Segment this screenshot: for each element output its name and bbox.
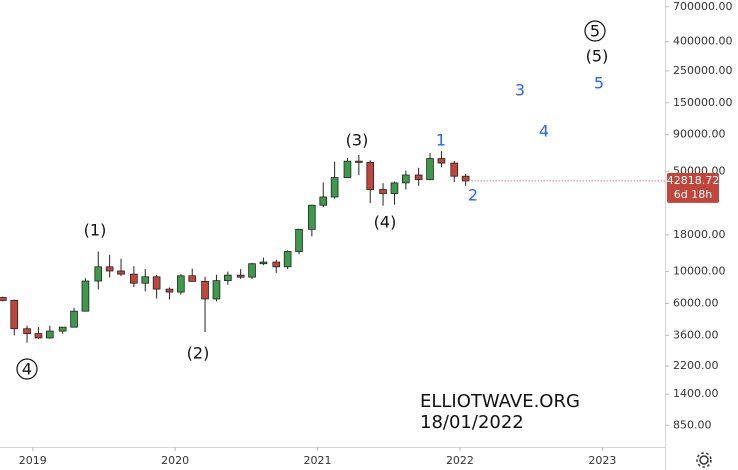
candle-body: [259, 261, 268, 265]
watermark: ELLIOTWAVE.ORG: [420, 391, 580, 412]
candle-body: [152, 276, 161, 290]
candle-body: [414, 174, 423, 180]
candle-body: [330, 177, 339, 198]
candle-body: [295, 228, 303, 252]
candle-body: [46, 330, 54, 339]
x-tick-label: 2022: [446, 454, 474, 467]
candle-body: [248, 263, 256, 278]
wave-label: 5: [594, 74, 604, 93]
candle-body: [283, 251, 292, 268]
last-price-tag: [667, 172, 719, 203]
candle-body: [366, 161, 375, 190]
y-tick-label: 400000.00: [673, 35, 733, 48]
candle-body: [117, 270, 125, 275]
x-tick-label: 2019: [19, 454, 47, 467]
candle-body: [402, 174, 410, 184]
candle-body: [70, 310, 78, 328]
wave-label: (5): [586, 47, 609, 66]
y-tick-label: 150000.00: [673, 96, 733, 109]
x-tick-label: 2023: [588, 454, 616, 467]
countdown-label: 6d 18h: [674, 188, 712, 201]
y-tick-label: 6000.00: [673, 296, 719, 309]
candle-body: [319, 196, 328, 206]
wave-label: 4: [22, 360, 32, 379]
candle-body: [0, 297, 7, 301]
candle-body: [426, 158, 434, 180]
candle-body: [355, 160, 363, 163]
wave-label: 5: [590, 22, 600, 41]
candle-body: [201, 280, 209, 300]
candle-body: [165, 288, 174, 293]
settings-icon-ring: [699, 455, 709, 465]
candle-body: [224, 274, 232, 282]
candle-body: [105, 266, 114, 272]
wave-circle: [16, 358, 38, 380]
wave-label: 2: [468, 186, 478, 205]
candle-body: [272, 261, 281, 268]
candle-body: [34, 333, 43, 339]
watermark: 18/01/2022: [420, 412, 524, 433]
candle-body: [177, 275, 185, 293]
candle-body: [141, 276, 150, 284]
y-tick-label: 850.00: [673, 418, 712, 431]
wave-label: (1): [84, 221, 107, 240]
candle-body: [308, 204, 316, 230]
candle-body: [390, 182, 399, 194]
wave-label: (3): [346, 131, 369, 150]
y-tick-label: 3600.00: [673, 328, 719, 341]
candle-body: [379, 189, 387, 194]
candle-body: [81, 280, 90, 312]
y-tick-label: 2200.00: [673, 359, 719, 372]
candle-body: [461, 175, 470, 182]
x-tick-label: 2021: [304, 454, 332, 467]
settings-icon-teeth: [696, 452, 712, 468]
y-tick-label: 700000.00: [673, 0, 733, 13]
candle-body: [58, 326, 67, 332]
last-price-label: 42818.72: [667, 174, 720, 187]
wave-circle: [584, 20, 606, 42]
wave-label: (2): [187, 344, 210, 363]
y-tick-label: 90000.00: [673, 128, 726, 141]
y-tick-label: 10000.00: [673, 265, 726, 278]
candle-body: [450, 162, 459, 177]
candle-body: [23, 328, 31, 334]
candle-body: [94, 266, 103, 282]
wave-label: 4: [539, 122, 549, 141]
candle-body: [236, 274, 245, 278]
candle-body: [212, 280, 221, 300]
wave-label: (4): [374, 213, 397, 232]
candle-body: [10, 300, 19, 330]
candle-body: [343, 160, 352, 178]
x-tick-label: 2020: [161, 454, 189, 467]
y-tick-label: 250000.00: [673, 64, 733, 77]
candle-body: [130, 273, 138, 284]
settings-icon[interactable]: [696, 452, 712, 468]
candle-body: [188, 275, 197, 282]
y-tick-label: 18000.00: [673, 228, 726, 241]
candle-body: [437, 158, 446, 164]
wave-label: 3: [515, 81, 525, 100]
wave-label: 1: [436, 131, 446, 150]
y-tick-label: 1400.00: [673, 387, 719, 400]
